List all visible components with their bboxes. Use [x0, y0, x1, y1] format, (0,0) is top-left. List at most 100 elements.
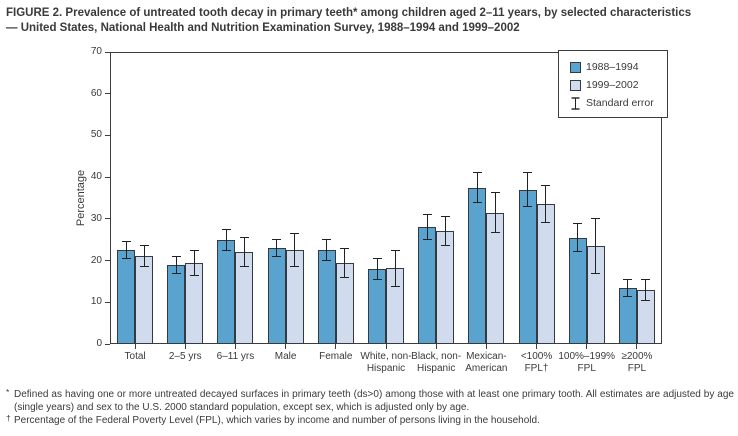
error-bar-cap — [390, 285, 400, 287]
series1-swatch-icon — [570, 61, 581, 73]
y-tick-label: 0 — [96, 338, 102, 349]
error-bar-cap — [372, 278, 382, 280]
error-bar-cap — [641, 299, 651, 301]
y-tick — [105, 260, 110, 262]
x-category-label: Mexican- American — [465, 351, 508, 374]
y-tick-label: 40 — [90, 171, 102, 183]
bar-1988–1994-3 — [267, 248, 286, 344]
asterisk-marker: * — [6, 387, 10, 397]
y-tick — [105, 343, 110, 345]
figure-title-line1: FIGURE 2. Prevalence of untreated tooth … — [6, 7, 692, 19]
error-bar-cap — [290, 266, 300, 268]
x-tick — [636, 344, 638, 349]
standard-error-icon — [571, 96, 580, 110]
error-bar — [344, 248, 346, 278]
x-tick — [485, 344, 487, 349]
legend-row-series2: 1999–2002 — [570, 76, 667, 94]
error-bar — [476, 172, 478, 203]
footnote-fpl: † Percentage of the Federal Poverty Leve… — [6, 413, 734, 427]
error-bar-cap — [171, 272, 181, 274]
error-bar-cap — [239, 266, 249, 268]
error-bar — [627, 279, 629, 296]
y-tick-label: 30 — [90, 212, 102, 224]
x-category-label: White, non- Hispanic — [360, 351, 412, 374]
y-tick-label: 20 — [90, 254, 102, 266]
error-bar — [125, 241, 127, 259]
error-bar-cap — [623, 295, 633, 297]
error-bar-cap — [272, 255, 282, 257]
error-bar-cap — [440, 216, 450, 218]
error-bar — [225, 229, 227, 251]
error-bar — [645, 279, 647, 301]
error-bar-cap — [390, 249, 400, 251]
x-tick — [184, 344, 186, 349]
bar-1988–1994-2 — [217, 239, 236, 344]
error-bar — [276, 239, 278, 257]
error-bar-cap — [541, 185, 551, 187]
error-bar — [577, 223, 579, 252]
bar-1988–1994-0 — [117, 250, 136, 344]
error-bar-cap — [472, 172, 482, 174]
bar-1988–1994-4 — [317, 250, 336, 344]
error-bar-cap — [422, 214, 432, 216]
x-tick — [335, 344, 337, 349]
series2-swatch-icon — [570, 79, 581, 91]
error-bar — [394, 250, 396, 286]
bar-1988–1994-7 — [468, 187, 487, 344]
x-category-label: 100%–199% FPL — [558, 351, 616, 374]
x-tick — [586, 344, 588, 349]
error-bar-cap — [221, 249, 231, 251]
error-bar-cap — [189, 274, 199, 276]
x-category-label: Male — [274, 351, 297, 362]
bar-1999–2002-0 — [135, 256, 154, 344]
bar-1988–1994-6 — [418, 227, 437, 344]
footnotes: * Defined as having one or more untreate… — [6, 387, 734, 428]
error-bar-cap — [573, 250, 583, 252]
x-category-label: Total — [124, 351, 146, 362]
x-tick — [285, 344, 287, 349]
error-bar-cap — [641, 278, 651, 280]
bar-1988–1994-9 — [568, 237, 587, 344]
error-bar-cap — [171, 255, 181, 257]
x-tick — [385, 344, 387, 349]
error-bar-cap — [272, 239, 282, 241]
error-bar — [444, 216, 446, 246]
y-axis-label: Percentage — [75, 169, 87, 227]
bar-1999–2002-8 — [536, 204, 555, 344]
x-tick — [536, 344, 538, 349]
error-bar — [494, 192, 496, 233]
error-bar-cap — [372, 257, 382, 259]
error-bar-cap — [322, 239, 332, 241]
error-bar-cap — [472, 201, 482, 203]
legend-series2-label: 1999–2002 — [586, 79, 639, 91]
error-bar — [595, 218, 597, 274]
legend-row-series1: 1988–1994 — [570, 58, 667, 76]
dagger-marker: † — [6, 413, 11, 424]
y-tick — [105, 93, 110, 95]
x-category-label: 6–11 yrs — [216, 351, 255, 362]
bar-1988–1994-8 — [518, 189, 537, 344]
error-bar-cap — [523, 205, 533, 207]
error-bar — [426, 214, 428, 240]
x-category-label: 2–5 yrs — [168, 351, 202, 362]
error-bar-cap — [440, 245, 450, 247]
footnote-definition: * Defined as having one or more untreate… — [6, 387, 734, 414]
legend-row-stderr: Standard error — [570, 94, 667, 112]
error-bar — [243, 237, 245, 267]
y-tick-label: 60 — [90, 87, 102, 99]
error-bar-cap — [139, 245, 149, 247]
x-category-label: Black, non- Hispanic — [411, 351, 462, 374]
y-tick-label: 10 — [90, 296, 102, 308]
error-bar-cap — [422, 239, 432, 241]
error-bar — [143, 245, 145, 267]
error-bar-cap — [490, 231, 500, 233]
x-category-label: <100% FPL† — [520, 351, 553, 374]
error-bar-cap — [573, 223, 583, 225]
bar-1999–2002-6 — [436, 231, 455, 344]
x-tick — [134, 344, 136, 349]
error-bar-cap — [340, 276, 350, 278]
error-bar — [326, 239, 328, 261]
figure-title-line2: — United States, National Health and Nut… — [6, 21, 520, 34]
error-bar — [376, 258, 378, 280]
